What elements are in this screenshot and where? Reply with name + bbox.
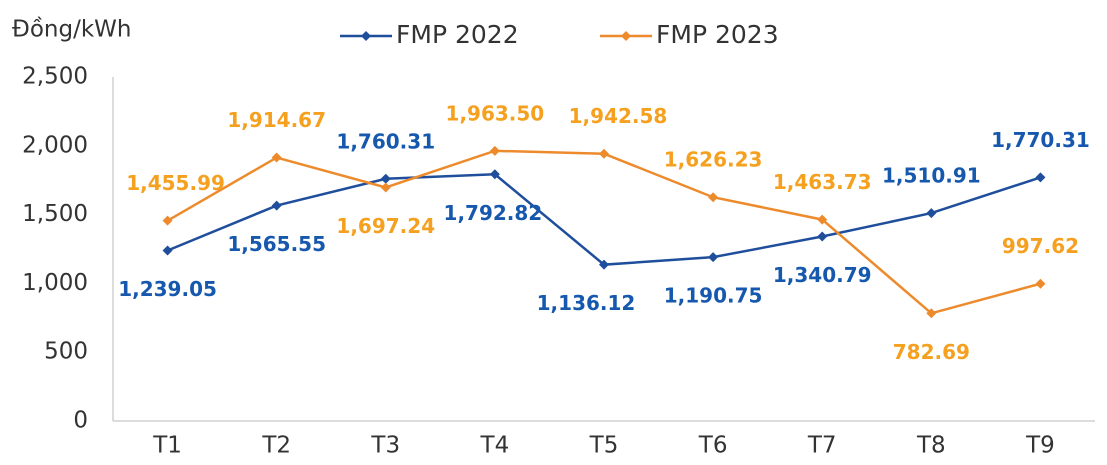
y-tick-label: 2,500 [22,64,88,90]
point [817,214,828,225]
y-axis-label: Đồng/kWh [12,17,131,43]
point [271,200,282,211]
point [1035,172,1046,183]
x-tick-label: T2 [261,433,291,459]
y-tick-label: 2,000 [22,132,88,158]
data-label: 1,760.31 [336,129,435,153]
data-label: 1,239.05 [118,277,217,301]
data-label: 1,963.50 [446,101,545,125]
data-label: 1,626.23 [664,148,763,172]
data-label: 1,942.58 [569,104,668,128]
point [489,145,500,156]
point [926,208,937,219]
point [380,182,391,193]
x-tick-label: T3 [370,433,400,459]
data-label: 1,463.73 [773,170,872,194]
data-label: 1,510.91 [882,164,981,188]
point [817,231,828,242]
data-label: 1,136.12 [537,291,636,315]
x-tick-label: T8 [916,433,946,459]
point [271,152,282,163]
legend-marker [361,31,371,41]
x-tick-label: T4 [480,433,510,459]
point [162,215,173,226]
point [1035,278,1046,289]
point [599,148,609,159]
point [380,173,391,184]
legend-label: FMP 2022 [396,20,519,49]
data-label: 1,340.79 [773,263,872,287]
legend-label: FMP 2023 [656,20,779,49]
y-tick-label: 1,500 [22,201,88,227]
point [599,259,609,270]
data-label: 1,792.82 [444,201,543,225]
data-label: 1,455.99 [126,171,225,195]
y-tick-label: 1,000 [22,270,88,296]
data-label: 1,770.31 [991,128,1090,152]
point [489,169,500,180]
legend-marker [621,31,631,41]
point [708,192,719,203]
data-label: 997.62 [1002,234,1079,258]
x-tick-label: T7 [807,433,837,459]
data-label: 1,190.75 [664,284,763,308]
x-tick-label: T5 [589,433,619,459]
point [708,252,719,263]
y-tick-label: 0 [73,408,88,434]
data-label: 1,914.67 [227,108,326,132]
point [162,245,173,256]
point [926,308,937,319]
x-tick-label: T9 [1025,433,1055,459]
x-tick-label: T6 [698,433,728,459]
y-tick-label: 500 [44,339,88,365]
x-tick-label: T1 [152,433,182,459]
data-label: 1,697.24 [336,214,435,238]
data-label: 1,565.55 [227,232,326,256]
data-label: 782.69 [893,340,970,364]
